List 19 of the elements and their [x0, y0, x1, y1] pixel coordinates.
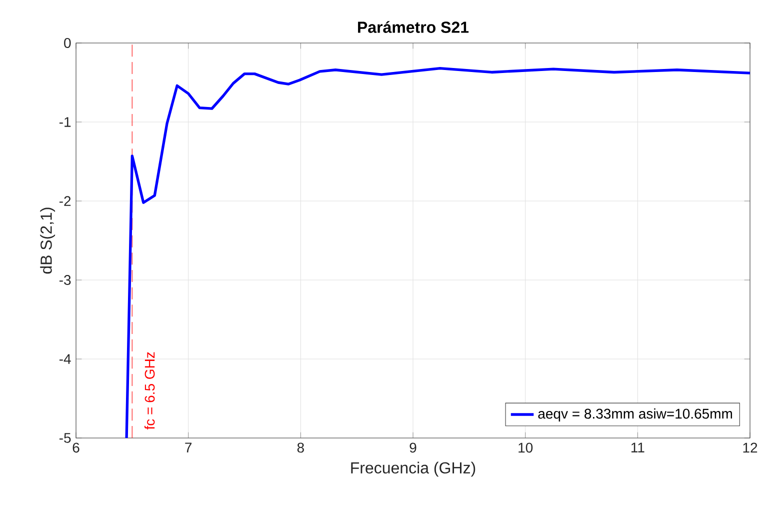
x-axis-title: Frecuencia (GHz): [351, 462, 476, 477]
y-axis-title: dB S(2,1): [40, 208, 56, 274]
x-tick-label: 6: [72, 442, 80, 453]
x-tick-label: 9: [410, 442, 416, 453]
y-tick-label: -2: [59, 196, 71, 206]
y-tick-label: -5: [59, 433, 71, 443]
x-tick-label: 10: [518, 442, 533, 453]
line-series: [125, 66, 750, 438]
x-tick-label: 11: [631, 442, 644, 452]
x-tick-label: 8: [297, 442, 304, 453]
x-tick-label: 12: [743, 442, 758, 452]
ref-line-label: fc = 6.5 GHz: [144, 352, 155, 430]
chart-title: Parámetro S21: [358, 21, 469, 33]
y-tick-label: -1: [59, 117, 71, 127]
y-tick-label: -4: [59, 354, 71, 364]
x-tick-label: 7: [185, 442, 192, 452]
y-tick-label: -3: [59, 275, 71, 285]
legend-label: aeqv = 8.33mm asiw=10.65mm: [538, 408, 732, 422]
y-tick-label: 0: [64, 38, 71, 48]
